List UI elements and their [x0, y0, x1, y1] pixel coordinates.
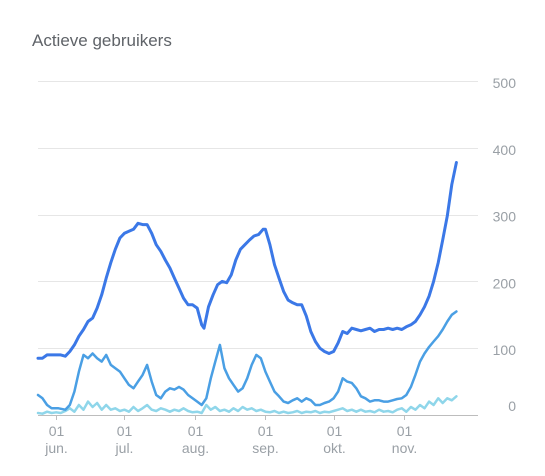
x-tick-month-label: jul.: [115, 440, 134, 456]
x-tick-day-label: 01: [49, 423, 65, 439]
chart-title: Actieve gebruikers: [32, 31, 172, 50]
x-tick-day-label: 01: [188, 423, 204, 439]
y-axis-ticks: 0 100 200 300 400 500: [493, 75, 517, 414]
series-line-3: [36, 395, 458, 415]
x-tick-month-label: jun.: [44, 440, 68, 456]
y-tick-label: 200: [493, 275, 517, 291]
y-tick-label: 100: [493, 342, 517, 358]
series-line-1: [36, 161, 458, 360]
x-tick-month-label: okt.: [323, 440, 346, 456]
x-tick-month-label: aug.: [182, 440, 209, 456]
x-tick-day-label: 01: [117, 423, 133, 439]
y-tick-label: 0: [508, 398, 516, 414]
y-tick-label: 500: [493, 75, 517, 91]
y-tick-label: 400: [493, 142, 517, 158]
y-tick-label: 300: [493, 209, 517, 225]
x-tick-month-label: sep.: [252, 440, 278, 456]
grid-lines: [38, 81, 478, 416]
series-lines: [36, 161, 458, 415]
x-tick-day-label: 01: [327, 423, 343, 439]
x-tick-day-label: 01: [258, 423, 274, 439]
x-tick-month-label: nov.: [392, 440, 417, 456]
x-tick-day-label: 01: [397, 423, 413, 439]
series-line-2: [36, 310, 458, 411]
